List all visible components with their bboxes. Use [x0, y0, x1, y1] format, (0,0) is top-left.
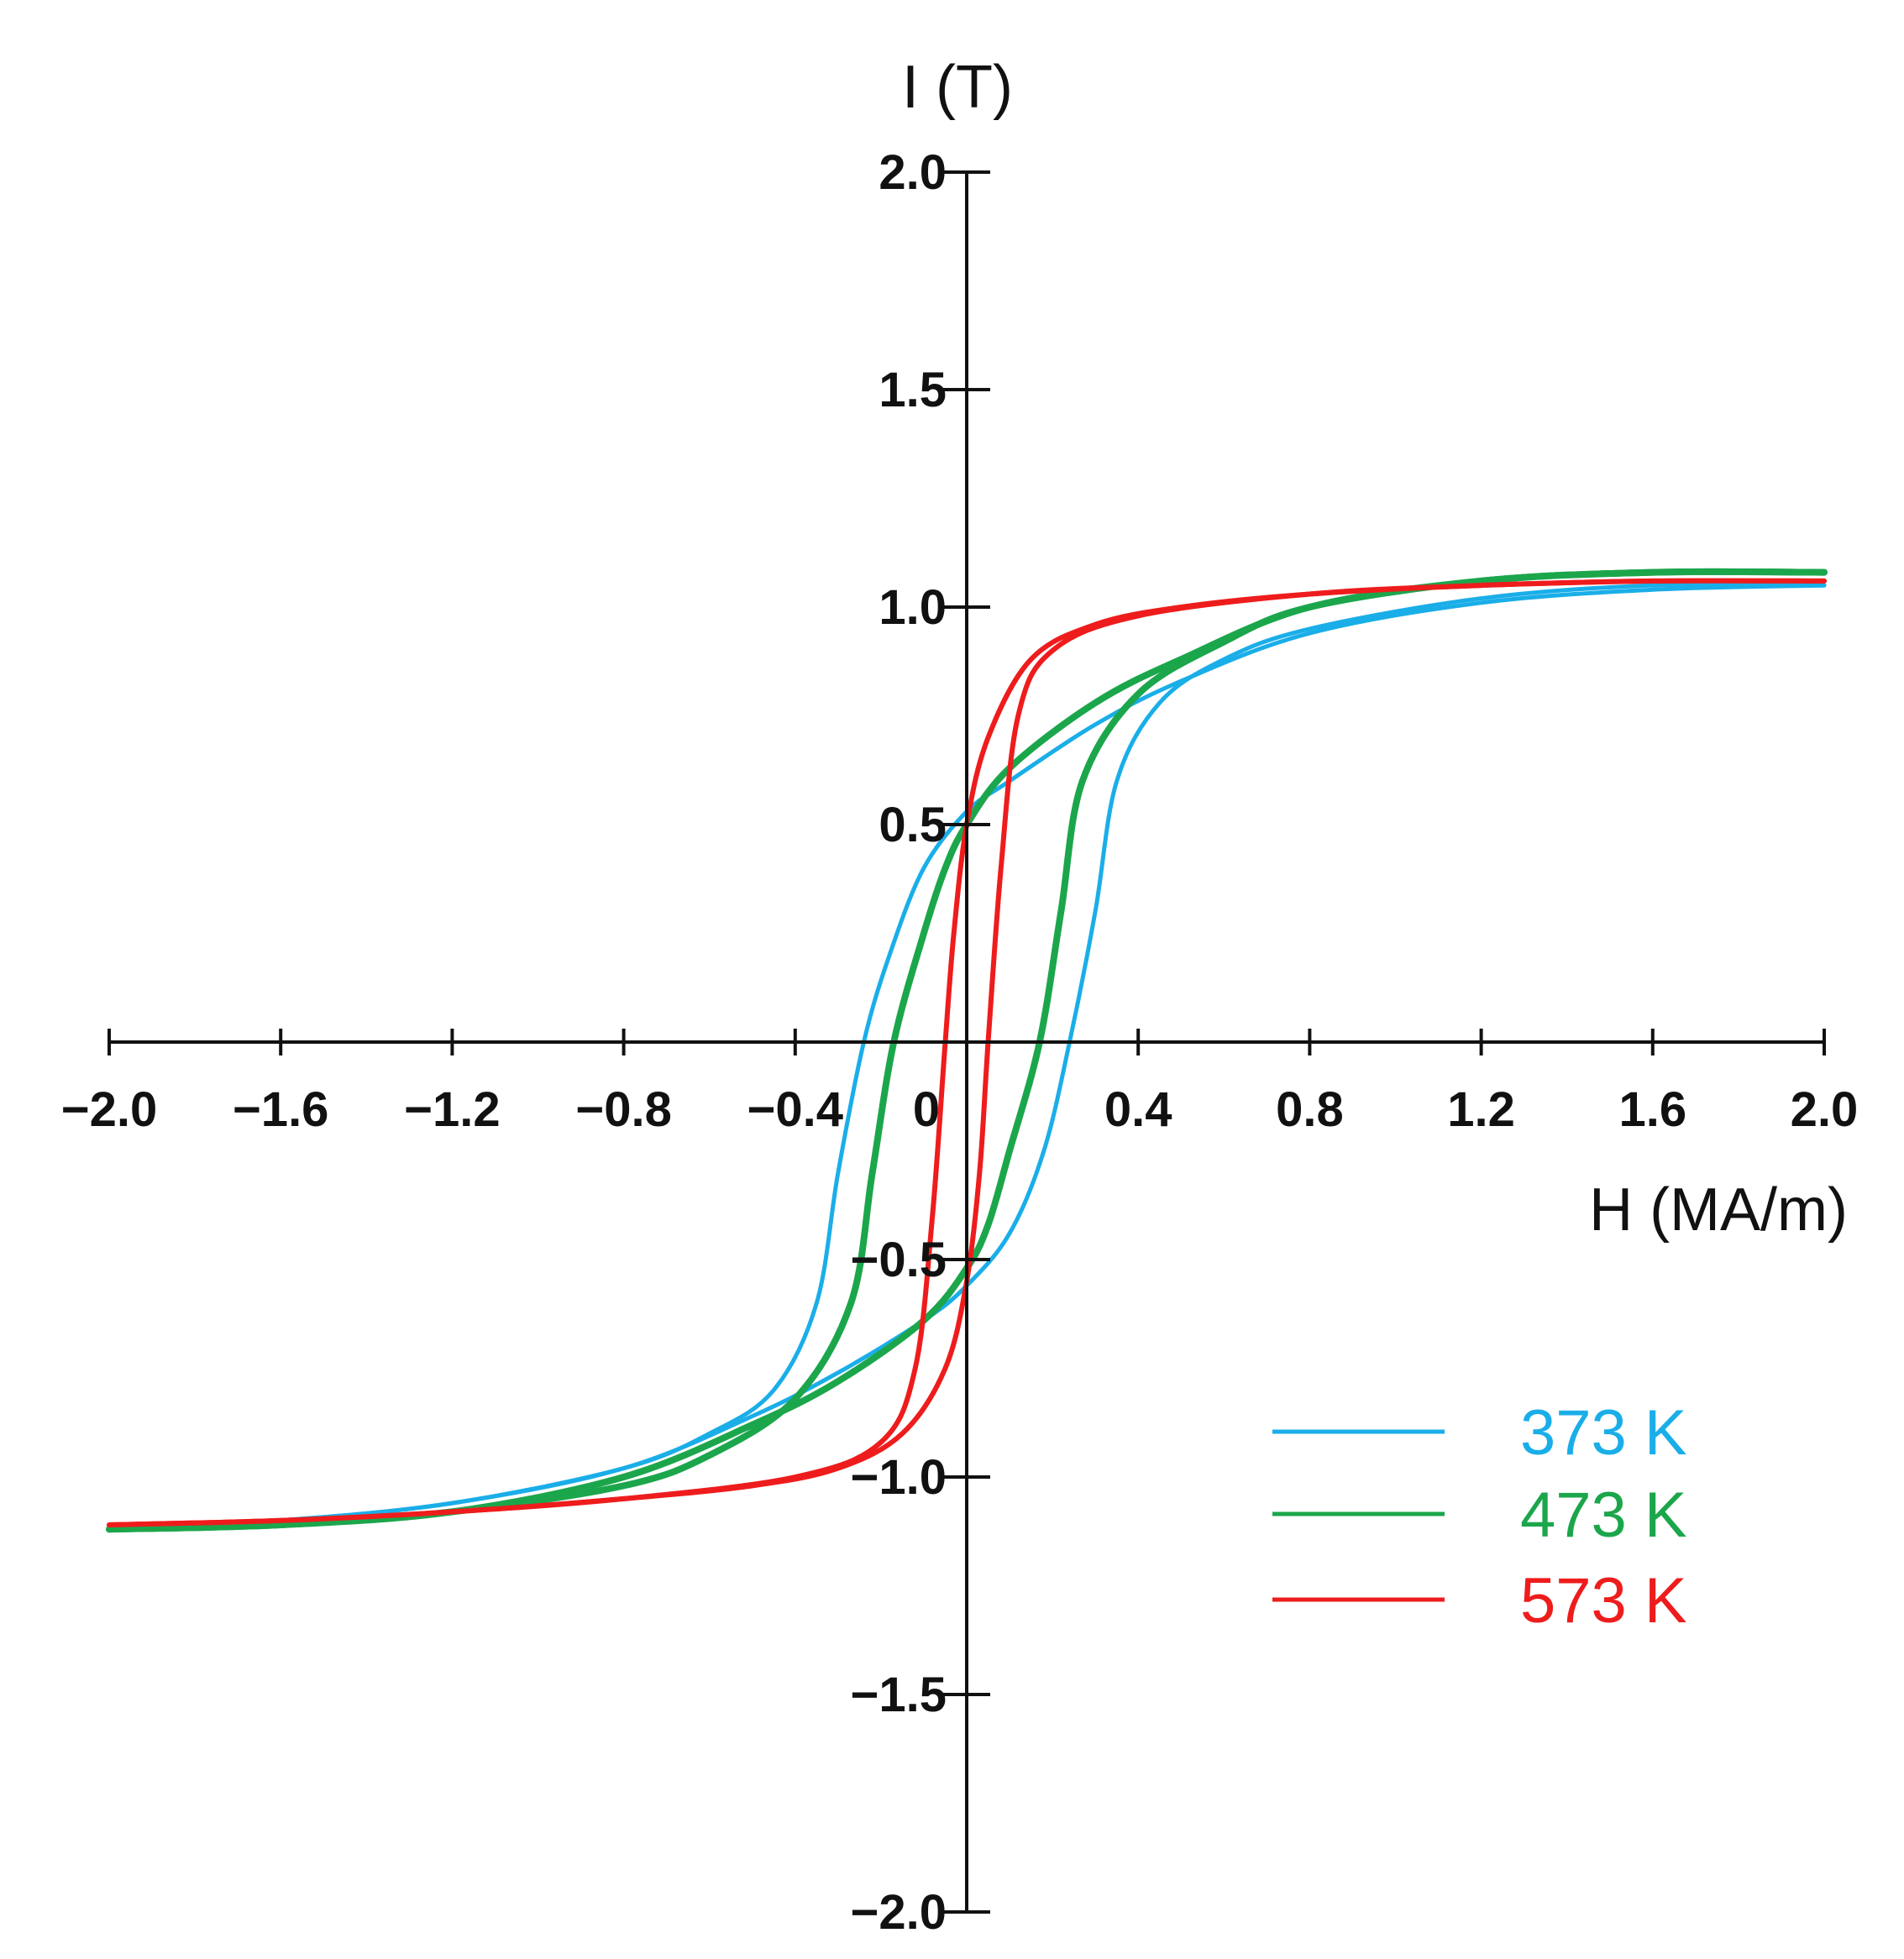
y-tick-label: −0.5 — [851, 1233, 947, 1287]
y-tick-label: 1.5 — [879, 363, 947, 417]
curve-473k-ascending — [106, 568, 1828, 1533]
x-axis-title: H (MA/m) — [1589, 1176, 1848, 1244]
x-tick-label: −0.4 — [747, 1082, 844, 1137]
x-tick-label: 2.0 — [1791, 1082, 1859, 1137]
curves-layer — [106, 568, 1828, 1533]
x-tick-label: −1.6 — [233, 1082, 329, 1137]
legend-label: 473 K — [1520, 1480, 1687, 1551]
y-tick-label: 2.0 — [879, 145, 947, 200]
x-tick-label: −2.0 — [61, 1082, 158, 1137]
y-tick-label: −2.0 — [851, 1885, 947, 1940]
x-ticks: −2.0 −1.6 −1.2 −0.8 −0.4 0 0.4 0.8 1.2 1.6 2.0 — [61, 1029, 1859, 1137]
y-tick-label: −1.5 — [851, 1668, 947, 1722]
x-tick-label: 1.2 — [1447, 1082, 1515, 1137]
legend-label: 373 K — [1520, 1397, 1687, 1469]
y-tick-label: 0.5 — [879, 798, 947, 852]
y-axis-title: I (T) — [902, 54, 1013, 121]
legend: 373 K 473 K 573 K — [1272, 1397, 1687, 1637]
curve-573k-ascending — [107, 578, 1827, 1527]
x-tick-label: −1.2 — [404, 1082, 501, 1137]
x-tick-label: 1.6 — [1618, 1082, 1686, 1137]
x-tick-label: −0.8 — [575, 1082, 672, 1137]
x-tick-label: 0.8 — [1276, 1082, 1344, 1137]
legend-label: 573 K — [1520, 1565, 1687, 1637]
y-tick-label: −1.0 — [851, 1450, 947, 1505]
curve-373k-ascending — [107, 582, 1827, 1532]
y-tick-label: 1.0 — [879, 580, 947, 635]
x-tick-label: 0.4 — [1104, 1082, 1172, 1137]
x-tick-label: 0 — [913, 1082, 940, 1137]
y-ticks: 2.0 1.5 1.0 0.5 −0.5 −1.0 −1.5 −2.0 — [851, 145, 990, 1940]
